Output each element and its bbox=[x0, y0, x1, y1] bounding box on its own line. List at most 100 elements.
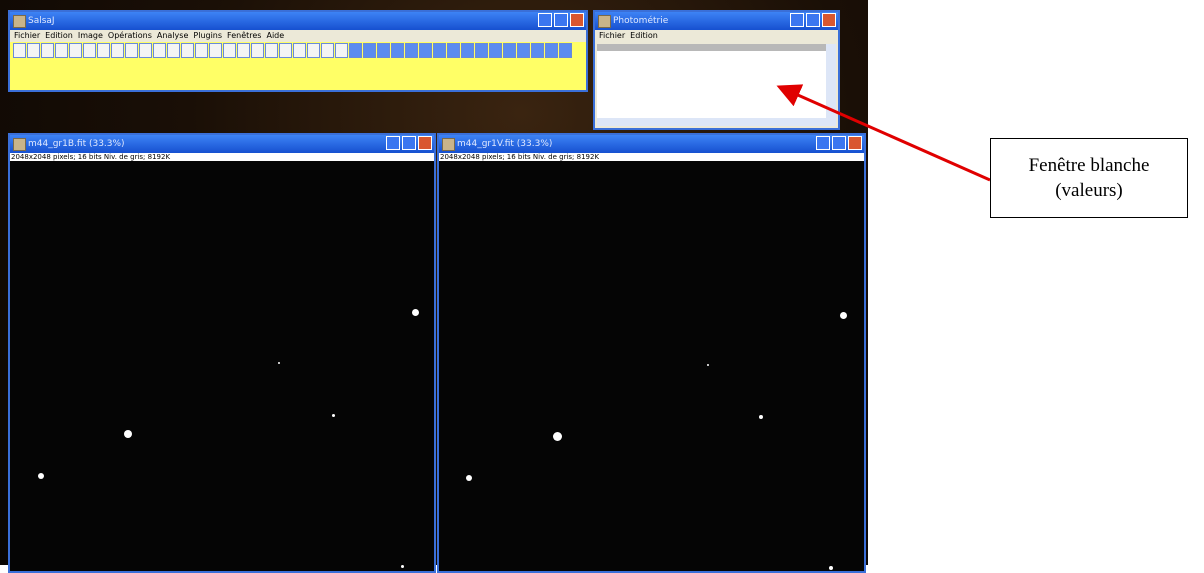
tool-button[interactable] bbox=[531, 43, 544, 58]
minimize-button[interactable] bbox=[386, 136, 400, 150]
tool-button[interactable] bbox=[13, 43, 26, 58]
star bbox=[331, 413, 335, 417]
tool-button[interactable] bbox=[475, 43, 488, 58]
tool-button[interactable] bbox=[419, 43, 432, 58]
window-title: SalsaJ bbox=[28, 16, 55, 26]
tool-button[interactable] bbox=[237, 43, 250, 58]
tool-button[interactable] bbox=[265, 43, 278, 58]
menu-bar: Fichier Edition Image Opérations Analyse Plug… bbox=[10, 30, 586, 42]
vertical-scrollbar[interactable] bbox=[826, 44, 836, 118]
tool-button[interactable] bbox=[55, 43, 68, 58]
window-title: m44_gr1B.fit (33.3%) bbox=[28, 139, 125, 149]
tool-button[interactable] bbox=[251, 43, 264, 58]
minimize-button[interactable] bbox=[538, 13, 552, 27]
tool-button[interactable] bbox=[223, 43, 236, 58]
callout-line: (valeurs) bbox=[1055, 180, 1123, 201]
tool-button[interactable] bbox=[181, 43, 194, 58]
image-window: m44_gr1B.fit (33.3%) 2048x2048 pixels; 16… bbox=[8, 133, 436, 573]
tool-button[interactable] bbox=[377, 43, 390, 58]
toolbar bbox=[10, 42, 586, 59]
close-button[interactable] bbox=[822, 13, 836, 27]
tool-button[interactable] bbox=[125, 43, 138, 58]
star bbox=[552, 431, 562, 441]
tool-button[interactable] bbox=[321, 43, 334, 58]
tool-button[interactable] bbox=[559, 43, 572, 58]
tool-button[interactable] bbox=[489, 43, 502, 58]
star bbox=[829, 566, 833, 570]
tool-button[interactable] bbox=[349, 43, 362, 58]
menu-item[interactable]: Aide bbox=[266, 31, 285, 40]
star bbox=[839, 311, 847, 319]
tool-button[interactable] bbox=[195, 43, 208, 58]
tool-button[interactable] bbox=[391, 43, 404, 58]
tool-button[interactable] bbox=[363, 43, 376, 58]
tool-button[interactable] bbox=[447, 43, 460, 58]
menu-item[interactable]: Fichier bbox=[599, 31, 626, 40]
tool-button[interactable] bbox=[335, 43, 348, 58]
maximize-button[interactable] bbox=[806, 13, 820, 27]
image-window: m44_gr1V.fit (33.3%) 2048x2048 pixels; 16… bbox=[437, 133, 866, 573]
menu-item[interactable]: Image bbox=[77, 31, 103, 40]
menu-item[interactable]: Opérations bbox=[107, 31, 152, 40]
tool-button[interactable] bbox=[97, 43, 110, 58]
tool-button[interactable] bbox=[545, 43, 558, 58]
callout-box: Fenêtre blanche (valeurs) bbox=[990, 138, 1188, 218]
star bbox=[411, 308, 419, 316]
minimize-button[interactable] bbox=[816, 136, 830, 150]
maximize-button[interactable] bbox=[554, 13, 568, 27]
tool-button[interactable] bbox=[153, 43, 166, 58]
star bbox=[38, 473, 44, 479]
menu-item[interactable]: Fichier bbox=[14, 31, 41, 40]
tool-button[interactable] bbox=[69, 43, 82, 58]
tool-button[interactable] bbox=[41, 43, 54, 58]
window-title: m44_gr1V.fit (33.3%) bbox=[457, 139, 553, 149]
star bbox=[278, 362, 280, 364]
minimize-button[interactable] bbox=[790, 13, 804, 27]
menu-item[interactable]: Edition bbox=[45, 31, 73, 40]
close-button[interactable] bbox=[848, 136, 862, 150]
image-canvas bbox=[439, 161, 864, 571]
close-button[interactable] bbox=[418, 136, 432, 150]
title-bar: SalsaJ bbox=[10, 12, 586, 30]
image-info: 2048x2048 pixels; 16 bits Niv. de gris; … bbox=[439, 153, 864, 161]
tool-button[interactable] bbox=[503, 43, 516, 58]
menu-item[interactable]: Analyse bbox=[156, 31, 189, 40]
title-bar: Photométrie bbox=[595, 12, 838, 30]
tool-button[interactable] bbox=[279, 43, 292, 58]
close-button[interactable] bbox=[570, 13, 584, 27]
tool-button[interactable] bbox=[167, 43, 180, 58]
title-bar: m44_gr1V.fit (33.3%) bbox=[439, 135, 864, 153]
table-header bbox=[597, 44, 826, 51]
salsaj-window: SalsaJ Fichier Edition Image Opérations Anal… bbox=[8, 10, 588, 92]
tool-button[interactable] bbox=[83, 43, 96, 58]
menu-item[interactable]: Fenêtres bbox=[227, 31, 262, 40]
window-buttons bbox=[816, 136, 862, 150]
tool-button[interactable] bbox=[307, 43, 320, 58]
tool-button[interactable] bbox=[433, 43, 446, 58]
maximize-button[interactable] bbox=[402, 136, 416, 150]
menu-item[interactable]: Edition bbox=[630, 31, 658, 40]
tool-button[interactable] bbox=[517, 43, 530, 58]
tool-button[interactable] bbox=[209, 43, 222, 58]
callout-arrow bbox=[776, 84, 991, 182]
horizontal-scrollbar[interactable] bbox=[597, 118, 836, 126]
callout-line: Fenêtre blanche bbox=[1028, 155, 1150, 176]
tool-button[interactable] bbox=[293, 43, 306, 58]
image-canvas bbox=[10, 161, 434, 571]
title-bar: m44_gr1B.fit (33.3%) bbox=[10, 135, 434, 153]
tool-button[interactable] bbox=[27, 43, 40, 58]
menu-item[interactable]: Plugins bbox=[193, 31, 223, 40]
star bbox=[759, 415, 763, 419]
image-info: 2048x2048 pixels; 16 bits Niv. de gris; … bbox=[10, 153, 434, 161]
maximize-button[interactable] bbox=[832, 136, 846, 150]
tool-button[interactable] bbox=[461, 43, 474, 58]
menu-bar: Fichier Edition bbox=[595, 30, 838, 42]
star bbox=[707, 364, 709, 366]
tool-button[interactable] bbox=[111, 43, 124, 58]
tool-button[interactable] bbox=[139, 43, 152, 58]
tool-button[interactable] bbox=[405, 43, 418, 58]
window-title: Photométrie bbox=[613, 16, 669, 26]
star bbox=[124, 430, 132, 438]
